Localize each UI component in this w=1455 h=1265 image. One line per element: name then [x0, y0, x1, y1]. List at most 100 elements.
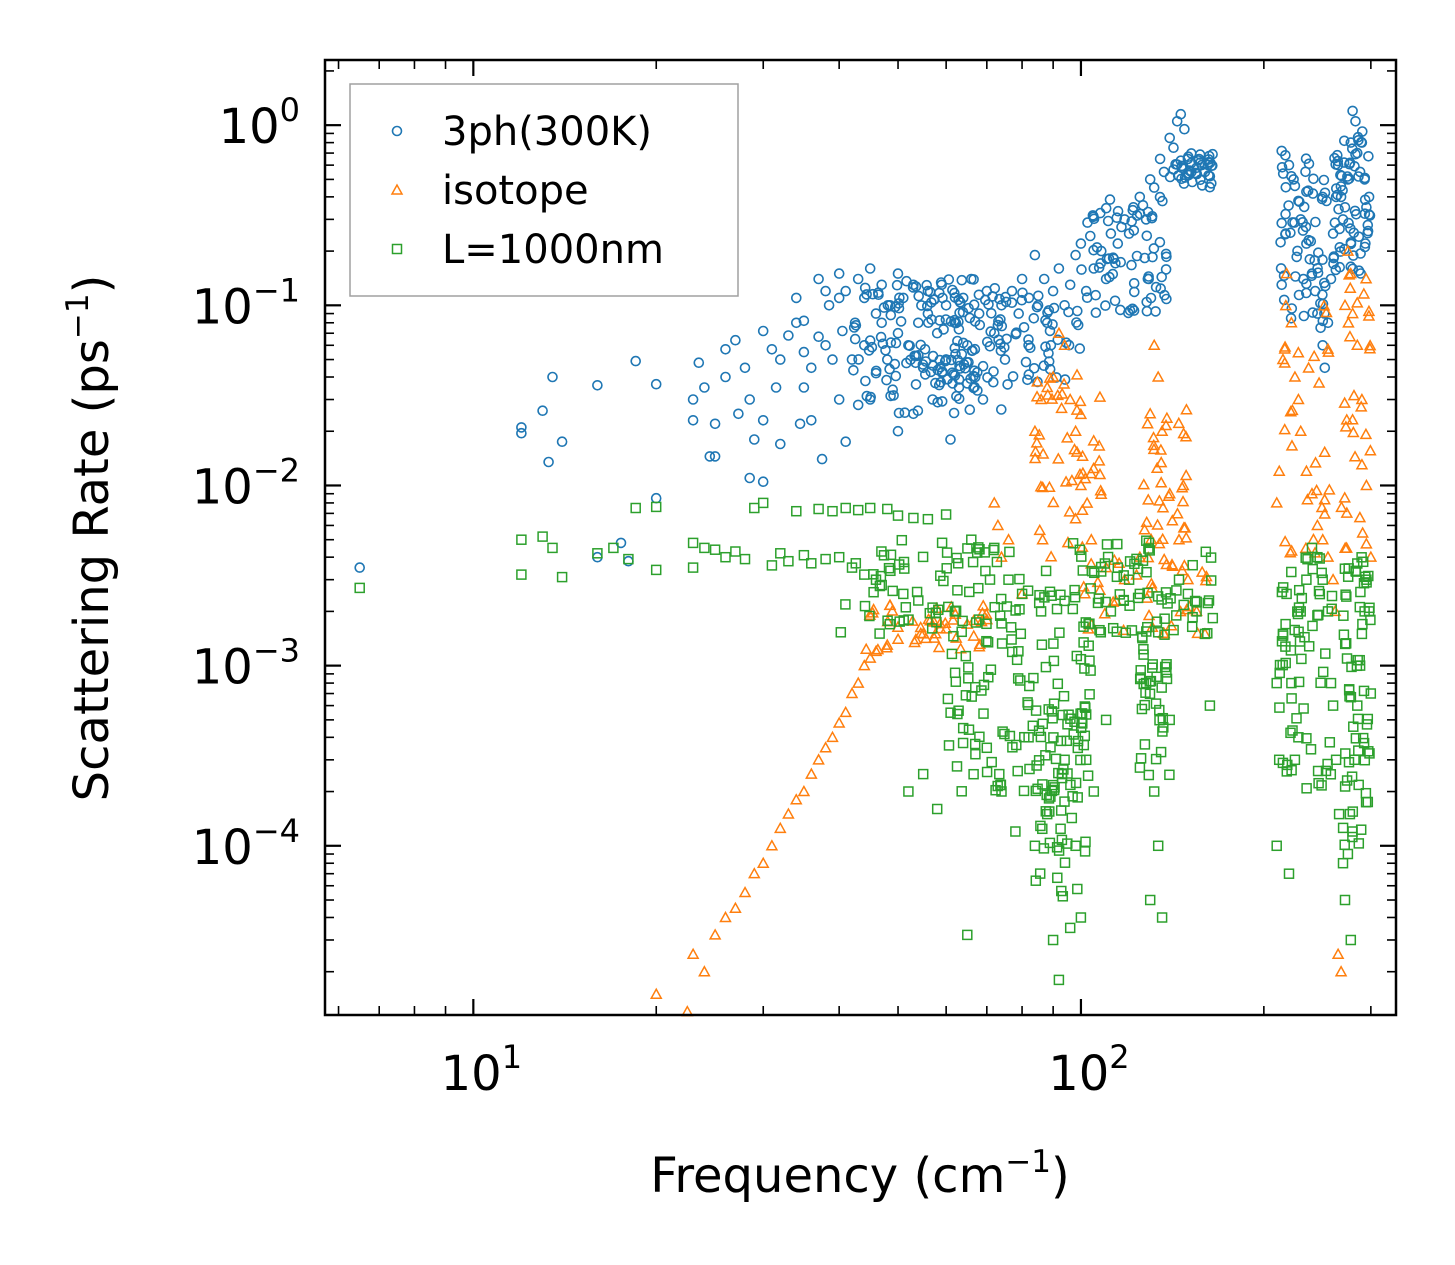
data-point [354, 562, 366, 573]
data-point [719, 910, 732, 923]
data-point [1351, 660, 1363, 672]
data-point [859, 600, 871, 612]
data-point [1329, 152, 1340, 164]
data-point [1084, 467, 1098, 479]
legend: 3ph(300K) isotope L=1000nm [349, 83, 739, 297]
data-point [1037, 823, 1048, 835]
data-point [1171, 585, 1182, 596]
data-point [1069, 584, 1080, 596]
data-point [1156, 912, 1168, 923]
data-point [1038, 843, 1050, 854]
data-point [1023, 292, 1035, 304]
data-point [943, 601, 954, 613]
data-point [936, 396, 948, 407]
data-point [699, 542, 710, 554]
data-point [1053, 263, 1065, 274]
data-point [1047, 285, 1059, 297]
x-tick-label: 102 [1048, 1038, 1129, 1102]
data-point [1276, 217, 1287, 229]
data-point [1322, 345, 1335, 357]
data-point [935, 277, 947, 288]
data-point [1090, 289, 1101, 301]
data-point [1147, 438, 1161, 451]
data-point [1013, 646, 1024, 657]
data-point [1072, 305, 1083, 317]
data-point [1071, 650, 1083, 662]
data-point [1318, 507, 1331, 519]
data-point [994, 610, 1006, 621]
data-point [1022, 585, 1034, 596]
data-point [963, 662, 974, 673]
data-point [1070, 368, 1084, 380]
data-point [1157, 726, 1168, 737]
data-point [892, 425, 904, 437]
data-point [1332, 149, 1343, 161]
data-point [1326, 590, 1338, 602]
data-point [1271, 840, 1282, 852]
data-point [1137, 555, 1149, 566]
data-point [1098, 607, 1112, 619]
data-point [1191, 596, 1202, 608]
data-point [1359, 241, 1371, 253]
data-point [1339, 894, 1351, 906]
data-point [1347, 389, 1361, 401]
data-point [1363, 746, 1374, 757]
data-point [1016, 588, 1028, 600]
data-point [1131, 553, 1142, 565]
data-point [985, 307, 997, 319]
data-point [890, 370, 902, 382]
data-point [1300, 153, 1312, 164]
data-point [748, 434, 760, 445]
data-point [1317, 289, 1328, 301]
data-point [899, 563, 910, 574]
data-point [963, 724, 975, 735]
data-point [1360, 238, 1371, 249]
data-point [1014, 573, 1025, 585]
data-point [1187, 559, 1198, 571]
data-point [1040, 565, 1052, 577]
data-point [1325, 677, 1337, 689]
data-point [953, 294, 964, 306]
data-point [1081, 292, 1093, 304]
data-point [704, 451, 716, 462]
data-point [833, 394, 845, 405]
data-point [1140, 515, 1153, 528]
data-point [1298, 201, 1310, 213]
data-point [1287, 725, 1298, 736]
data-point [1054, 627, 1065, 638]
data-point [1356, 526, 1369, 538]
data-point [1336, 170, 1347, 182]
x-tick-label: 101 [441, 1038, 522, 1102]
data-point [773, 821, 787, 834]
data-point [516, 422, 527, 433]
data-point [1118, 570, 1129, 581]
data-point [970, 748, 981, 760]
data-point [738, 886, 752, 898]
data-point [941, 547, 953, 558]
data-point [1203, 150, 1215, 162]
data-point [912, 317, 924, 329]
data-point [891, 632, 905, 645]
data-point [1067, 538, 1079, 549]
data-point [1033, 725, 1045, 736]
data-point [1150, 461, 1164, 474]
data-point [720, 551, 731, 563]
data-point [794, 418, 806, 430]
data-point [1297, 217, 1308, 228]
data-point [1012, 673, 1024, 684]
data-point [1145, 292, 1157, 304]
data-point [1123, 307, 1134, 319]
data-point [1325, 769, 1337, 780]
data-point [1335, 500, 1348, 513]
data-point [1087, 434, 1100, 446]
data-point [798, 382, 810, 393]
data-point [1299, 541, 1313, 554]
data-point [1100, 714, 1112, 726]
data-point [1143, 537, 1155, 549]
data-point [806, 558, 817, 569]
data-point [949, 342, 961, 354]
data-point [1334, 965, 1348, 977]
data-point [1156, 682, 1167, 693]
data-point [805, 767, 818, 779]
data-point [871, 643, 885, 655]
